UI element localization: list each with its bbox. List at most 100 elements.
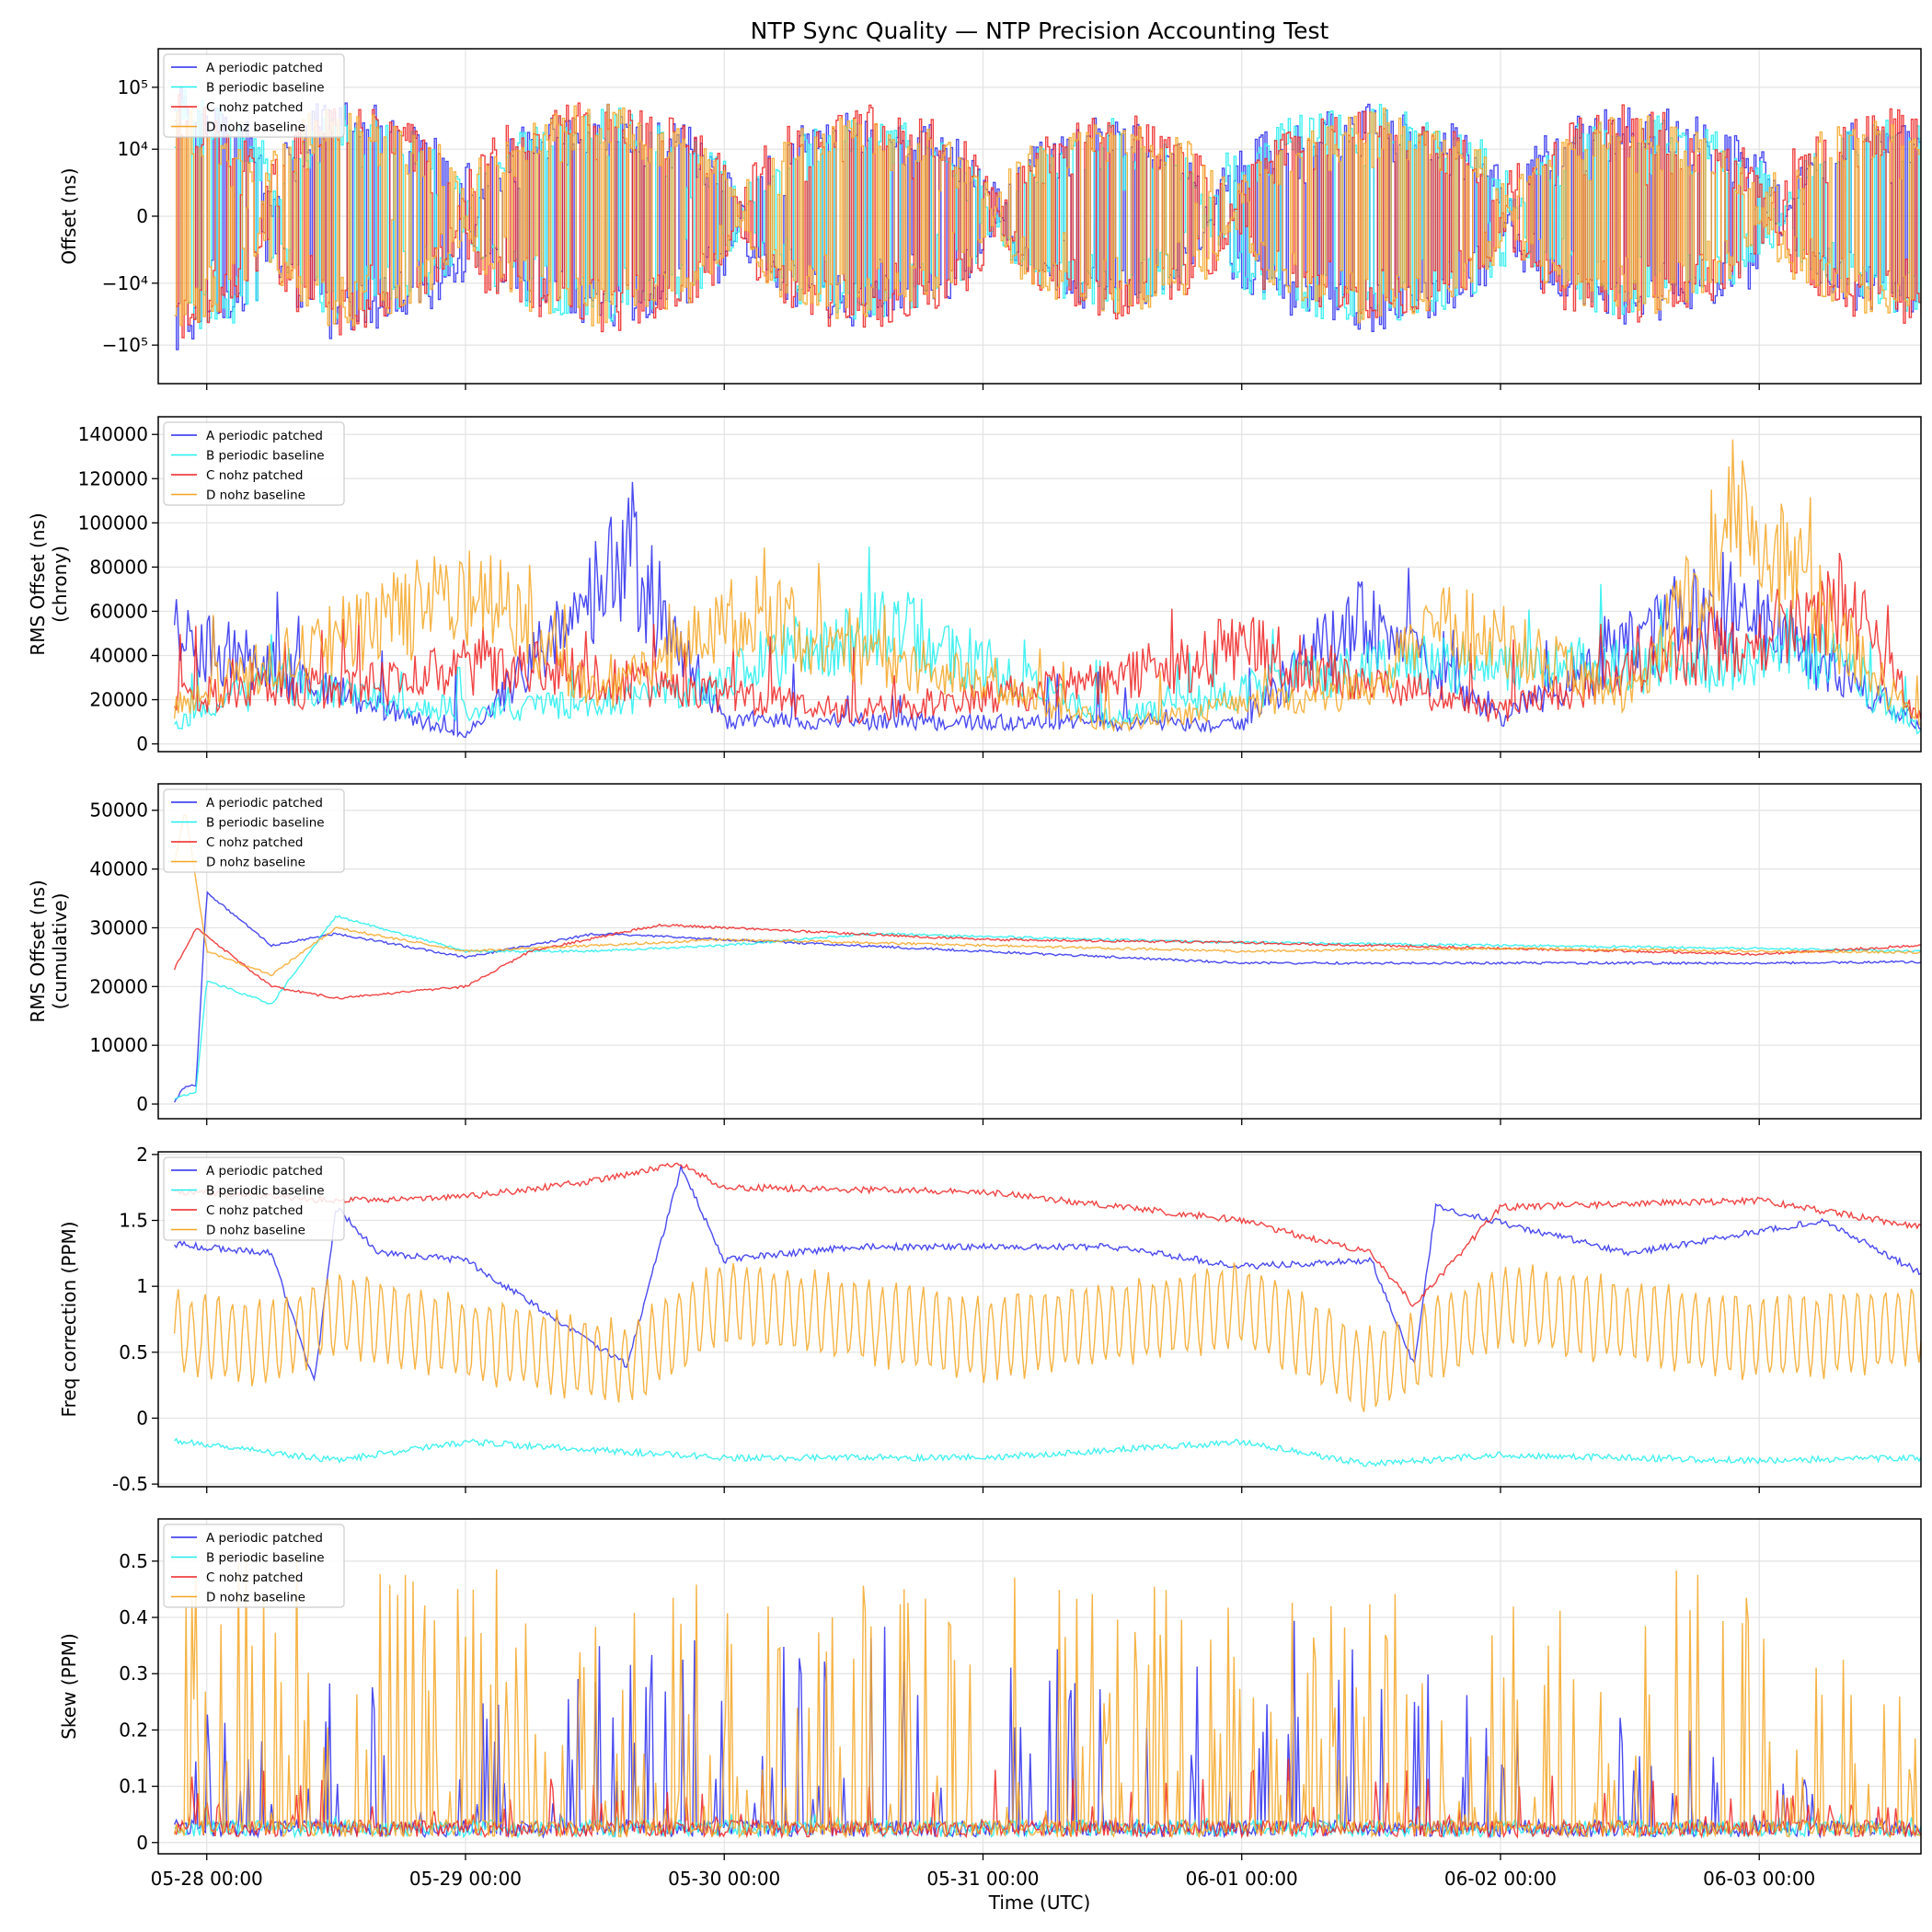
axes-frame bbox=[157, 1151, 1922, 1488]
legend: A periodic patched B periodic baseline C n… bbox=[163, 53, 345, 138]
legend-box bbox=[163, 788, 345, 873]
series-line-d bbox=[174, 103, 1921, 327]
legend-entry: A periodic patched bbox=[206, 429, 323, 443]
y-tick-label: 0.5 bbox=[119, 1341, 148, 1363]
y-tick-label: 80000 bbox=[89, 556, 148, 578]
legend-entry: A periodic patched bbox=[206, 1531, 323, 1546]
x-tick-label: 06-03 00:00 bbox=[1703, 1868, 1815, 1890]
axes-frame bbox=[157, 1518, 1922, 1855]
legend: A periodic patched B periodic baseline C n… bbox=[163, 421, 345, 506]
y-tick-label: 50000 bbox=[89, 799, 148, 822]
series-line-a bbox=[174, 1163, 1921, 1382]
legend-entry: A periodic patched bbox=[206, 796, 323, 811]
x-tick-label: 05-29 00:00 bbox=[409, 1868, 522, 1890]
y-tick-label: 140000 bbox=[78, 423, 148, 445]
y-axis-label: Skew (PPM) bbox=[58, 1633, 80, 1740]
x-tick-label: 05-28 00:00 bbox=[151, 1868, 263, 1890]
legend-entry: A periodic patched bbox=[206, 1164, 323, 1179]
x-tick-label: 05-30 00:00 bbox=[668, 1868, 780, 1890]
y-tick-label: 10⁵ bbox=[118, 76, 148, 98]
series-line-d bbox=[173, 1557, 1921, 1839]
y-axis-label: RMS Offset (ns)(cumulative) bbox=[27, 880, 71, 1022]
axes-frame bbox=[157, 416, 1922, 753]
panels: 10⁵ 10⁴ 0 −10⁴ −10⁵ Offset (ns) A periodic pat… bbox=[27, 48, 1922, 1890]
legend-entry: B periodic baseline bbox=[206, 816, 325, 831]
series-line-a bbox=[173, 481, 1921, 739]
legend-entry: A periodic patched bbox=[206, 61, 323, 75]
series-line-c bbox=[174, 1758, 1921, 1840]
panel-3: 0 10000 20000 30000 40000 50000 RMS Offset (ns… bbox=[27, 783, 1922, 1125]
y-tick-label: 0.3 bbox=[119, 1662, 148, 1685]
legend-entry: D nohz baseline bbox=[206, 1591, 305, 1605]
y-tick-label: −10⁴ bbox=[102, 272, 148, 294]
legend-entry: D nohz baseline bbox=[206, 856, 305, 870]
series-line-b bbox=[174, 1437, 1921, 1467]
y-tick-label: 10000 bbox=[89, 1034, 148, 1056]
legend-box bbox=[163, 1156, 345, 1241]
y-tick-label: 10⁴ bbox=[118, 138, 148, 160]
legend-entry: C nohz patched bbox=[206, 468, 303, 483]
legend-entry: C nohz patched bbox=[206, 1570, 303, 1585]
legend: A periodic patched B periodic baseline C n… bbox=[163, 788, 345, 873]
legend-box bbox=[163, 1524, 345, 1608]
y-tick-label: 0 bbox=[136, 733, 148, 755]
figure-title: NTP Sync Quality — NTP Precision Account… bbox=[751, 17, 1329, 44]
series-line-c bbox=[174, 1162, 1921, 1307]
y-tick-label: 1.5 bbox=[119, 1210, 148, 1232]
legend: A periodic patched B periodic baseline C n… bbox=[163, 1524, 345, 1608]
y-tick-label: 120000 bbox=[78, 467, 148, 489]
y-tick-label: 2 bbox=[136, 1144, 148, 1166]
y-tick-label: 20000 bbox=[89, 975, 148, 997]
y-tick-label: 1 bbox=[136, 1275, 148, 1297]
legend-entry: B periodic baseline bbox=[206, 1551, 325, 1566]
legend-entry: D nohz baseline bbox=[206, 489, 305, 503]
y-tick-label: 0.4 bbox=[119, 1606, 148, 1628]
y-axis-label: RMS Offset (ns)(chrony) bbox=[27, 512, 71, 655]
panel-2: 0 20000 40000 60000 80000 100000 120000 140000 R… bbox=[27, 416, 1922, 758]
series-line-d bbox=[173, 439, 1921, 733]
y-tick-label: 0.1 bbox=[119, 1776, 148, 1798]
legend-entry: D nohz baseline bbox=[206, 121, 305, 135]
y-axis-label: Freq correction (PPM) bbox=[58, 1221, 80, 1417]
legend-box bbox=[163, 421, 345, 506]
y-tick-label: 0 bbox=[136, 1407, 148, 1429]
series-line-c bbox=[173, 923, 1921, 1000]
y-tick-label: 30000 bbox=[89, 916, 148, 938]
x-tick-label: 05-31 00:00 bbox=[926, 1868, 1039, 1890]
y-tick-label: -0.5 bbox=[112, 1473, 148, 1495]
legend-entry: B periodic baseline bbox=[206, 449, 325, 464]
axes-frame bbox=[157, 48, 1922, 385]
y-tick-label: 0 bbox=[136, 1093, 148, 1115]
legend-entry: B periodic baseline bbox=[206, 81, 325, 96]
y-tick-label: 0 bbox=[136, 1832, 148, 1854]
series-line-b bbox=[174, 914, 1921, 1100]
series-line-a bbox=[173, 891, 1921, 1103]
x-axis-label: Time (UTC) bbox=[988, 1892, 1091, 1914]
y-tick-label: 0 bbox=[136, 205, 148, 227]
legend-entry: C nohz patched bbox=[206, 1203, 303, 1218]
y-tick-label: −10⁵ bbox=[102, 334, 148, 356]
axes-frame bbox=[157, 783, 1922, 1120]
legend-entry: C nohz patched bbox=[206, 100, 303, 115]
y-axis-label: Offset (ns) bbox=[58, 167, 80, 264]
y-tick-label: 60000 bbox=[89, 600, 148, 622]
y-tick-label: 0.5 bbox=[119, 1550, 148, 1572]
legend-entry: D nohz baseline bbox=[206, 1224, 305, 1238]
panel-1: 10⁵ 10⁴ 0 −10⁴ −10⁵ Offset (ns) A periodic pat… bbox=[58, 48, 1922, 390]
panel-5: 0 0.1 0.2 0.3 0.4 0.5 05-28 00:00 05-29 00:00 05… bbox=[58, 1518, 1922, 1890]
y-tick-label: 20000 bbox=[89, 689, 148, 711]
series-line-d bbox=[173, 813, 1921, 977]
legend: A periodic patched B periodic baseline C n… bbox=[163, 1156, 345, 1241]
legend-box bbox=[163, 53, 345, 138]
y-tick-label: 0.2 bbox=[119, 1719, 148, 1741]
y-tick-label: 40000 bbox=[89, 644, 148, 666]
x-tick-label: 06-02 00:00 bbox=[1444, 1868, 1557, 1890]
x-tick-label: 06-01 00:00 bbox=[1186, 1868, 1298, 1890]
y-tick-label: 40000 bbox=[89, 858, 148, 880]
legend-entry: C nohz patched bbox=[206, 835, 303, 850]
legend-entry: B periodic baseline bbox=[206, 1184, 325, 1199]
panel-4: -0.5 0 0.5 1 1.5 2 Freq correction (PPM) A peri… bbox=[58, 1144, 1922, 1495]
series-line-d bbox=[173, 1262, 1921, 1412]
